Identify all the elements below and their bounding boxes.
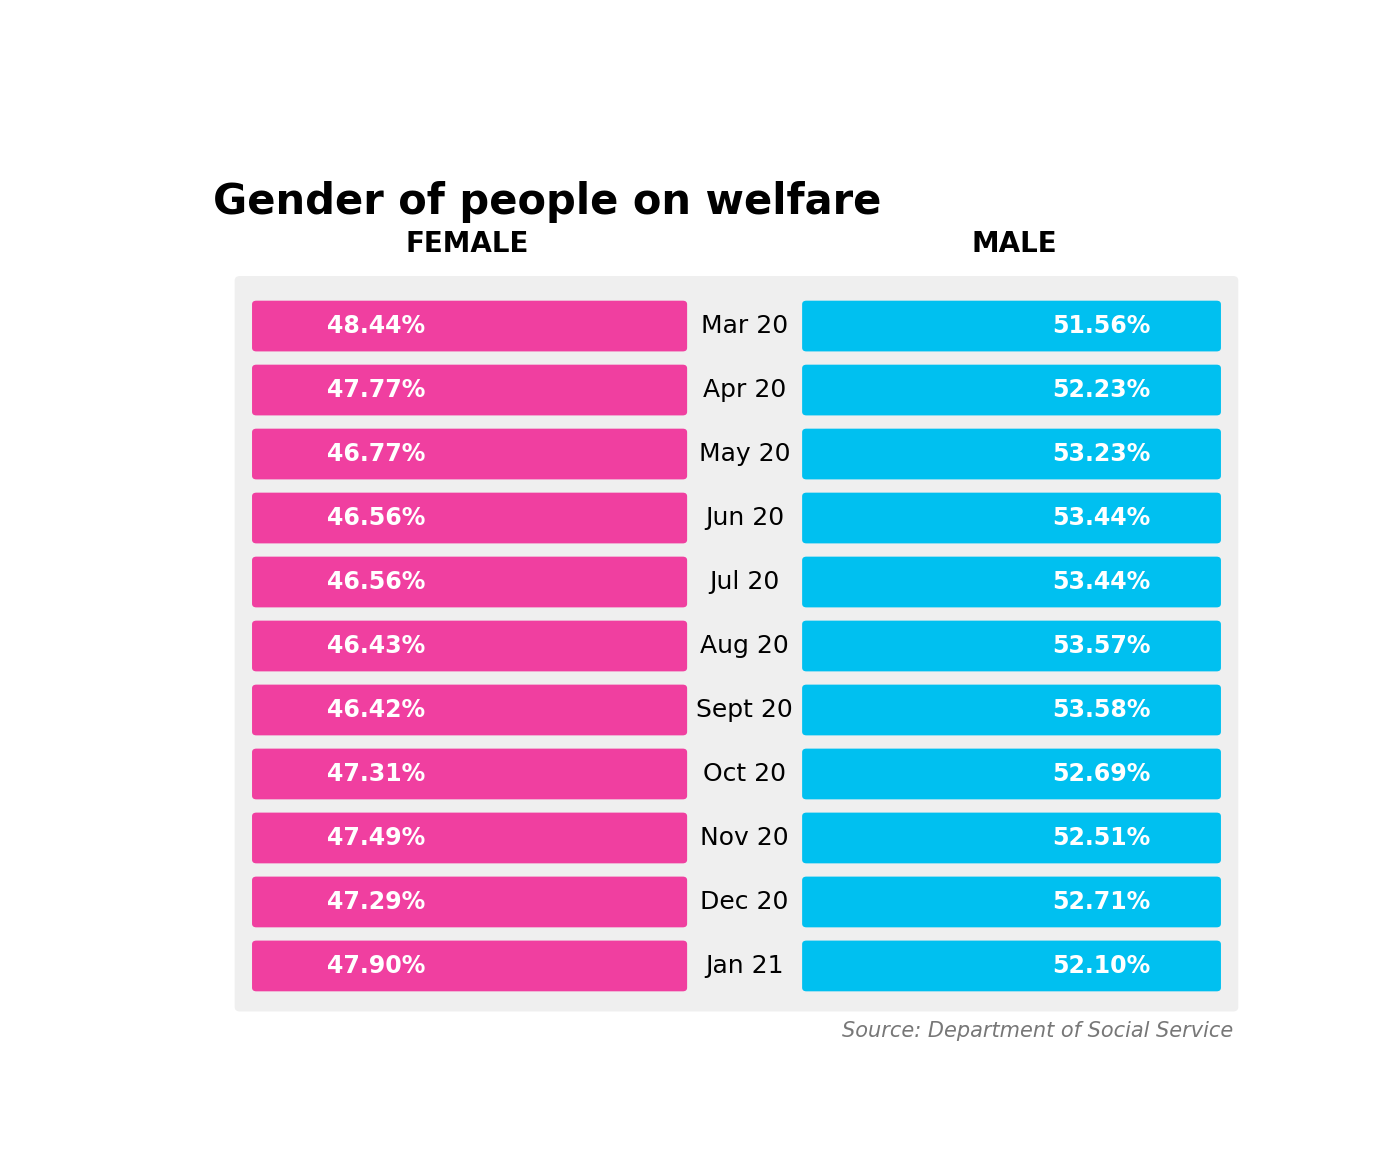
FancyBboxPatch shape [252, 941, 687, 992]
Text: 46.56%: 46.56% [326, 506, 426, 530]
Text: May 20: May 20 [699, 442, 791, 466]
Text: Mar 20: Mar 20 [701, 314, 788, 338]
Text: 51.56%: 51.56% [1053, 314, 1151, 338]
Text: 47.31%: 47.31% [326, 762, 424, 786]
FancyBboxPatch shape [802, 877, 1221, 927]
FancyBboxPatch shape [252, 621, 687, 672]
FancyBboxPatch shape [235, 277, 1239, 1011]
Text: Jul 20: Jul 20 [710, 570, 780, 594]
FancyBboxPatch shape [802, 941, 1221, 992]
Text: Gender of people on welfare: Gender of people on welfare [213, 182, 882, 223]
FancyBboxPatch shape [252, 301, 687, 352]
Text: 46.56%: 46.56% [326, 570, 426, 594]
Text: 53.58%: 53.58% [1053, 699, 1151, 722]
Text: Sept 20: Sept 20 [696, 699, 792, 722]
FancyBboxPatch shape [252, 492, 687, 544]
Text: 47.90%: 47.90% [326, 954, 426, 977]
FancyBboxPatch shape [802, 557, 1221, 607]
Text: Jun 20: Jun 20 [706, 506, 784, 530]
Text: 46.77%: 46.77% [326, 442, 426, 466]
Text: 47.77%: 47.77% [326, 379, 426, 402]
Text: Apr 20: Apr 20 [703, 379, 787, 402]
FancyBboxPatch shape [252, 557, 687, 607]
FancyBboxPatch shape [802, 364, 1221, 415]
Text: Nov 20: Nov 20 [700, 826, 790, 850]
Text: MALE: MALE [972, 230, 1057, 258]
FancyBboxPatch shape [802, 492, 1221, 544]
FancyBboxPatch shape [802, 812, 1221, 864]
Text: 52.71%: 52.71% [1053, 890, 1151, 914]
Text: 53.44%: 53.44% [1053, 506, 1151, 530]
FancyBboxPatch shape [802, 429, 1221, 479]
Text: 46.42%: 46.42% [326, 699, 424, 722]
Text: Aug 20: Aug 20 [700, 634, 790, 657]
FancyBboxPatch shape [252, 749, 687, 799]
FancyBboxPatch shape [802, 621, 1221, 672]
Text: 53.44%: 53.44% [1053, 570, 1151, 594]
Text: 47.29%: 47.29% [326, 890, 424, 914]
Text: 52.51%: 52.51% [1053, 826, 1151, 850]
Text: FEMALE: FEMALE [405, 230, 529, 258]
Text: 53.57%: 53.57% [1053, 634, 1151, 657]
FancyBboxPatch shape [252, 877, 687, 927]
Text: Oct 20: Oct 20 [703, 762, 787, 786]
Text: 52.69%: 52.69% [1053, 762, 1151, 786]
FancyBboxPatch shape [802, 301, 1221, 352]
Text: 53.23%: 53.23% [1053, 442, 1151, 466]
Text: Jan 21: Jan 21 [706, 954, 784, 977]
Text: 47.49%: 47.49% [326, 826, 424, 850]
FancyBboxPatch shape [252, 684, 687, 735]
FancyBboxPatch shape [252, 364, 687, 415]
Text: Dec 20: Dec 20 [700, 890, 788, 914]
FancyBboxPatch shape [252, 429, 687, 479]
Text: 48.44%: 48.44% [326, 314, 424, 338]
FancyBboxPatch shape [802, 749, 1221, 799]
Text: 52.10%: 52.10% [1053, 954, 1151, 977]
Text: 52.23%: 52.23% [1053, 379, 1151, 402]
Text: 46.43%: 46.43% [326, 634, 424, 657]
FancyBboxPatch shape [252, 812, 687, 864]
FancyBboxPatch shape [802, 684, 1221, 735]
Text: Source: Department of Social Service: Source: Department of Social Service [841, 1021, 1233, 1041]
